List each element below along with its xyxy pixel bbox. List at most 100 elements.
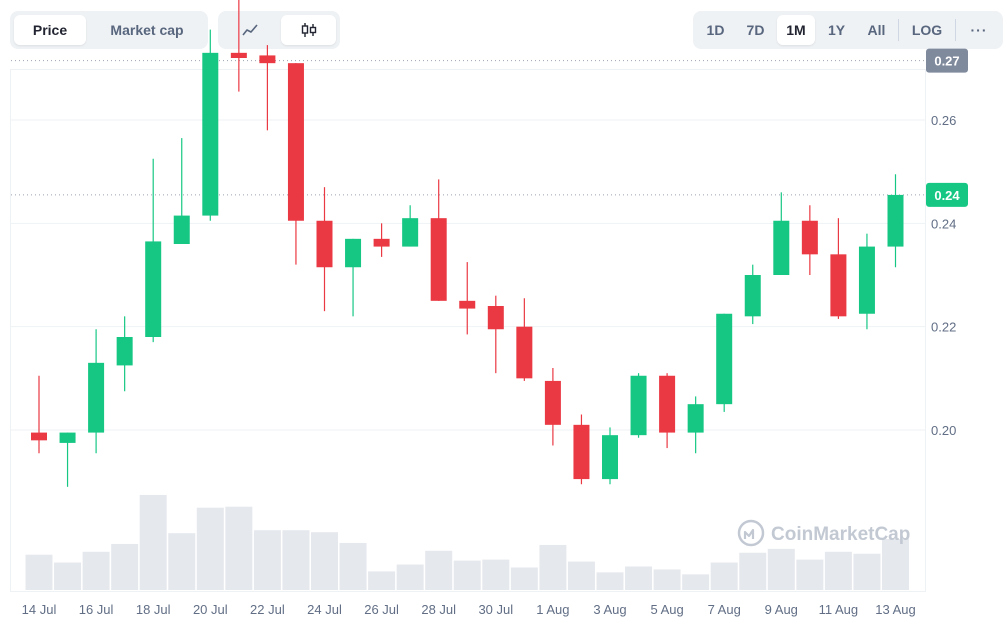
- volume-bar: [510, 567, 538, 590]
- candle: [345, 238, 362, 317]
- candle-body: [659, 375, 676, 433]
- candle: [173, 138, 190, 244]
- coinmarketcap-watermark: CoinMarketCap: [737, 519, 910, 547]
- x-tick-label: 11 Aug: [819, 602, 859, 617]
- candle-body: [573, 424, 590, 480]
- candle: [858, 233, 875, 330]
- candle-body: [773, 220, 790, 275]
- candle: [145, 158, 162, 343]
- candle: [801, 205, 818, 275]
- candle: [602, 427, 618, 485]
- candlestick-icon: [301, 23, 316, 37]
- volume-bar: [853, 553, 881, 590]
- candle: [887, 174, 904, 268]
- candle: [773, 192, 790, 275]
- candle: [230, 0, 247, 92]
- x-tick-label: 9 Aug: [765, 602, 798, 617]
- candle-body: [487, 306, 504, 330]
- candle: [88, 329, 105, 454]
- candle-body: [173, 215, 190, 244]
- volume-bar: [682, 574, 710, 590]
- candle-body: [230, 52, 247, 58]
- high-price-badge: 0.27: [926, 48, 968, 73]
- candle: [316, 187, 333, 312]
- volume-bar: [168, 533, 196, 590]
- volume-bar: [54, 562, 82, 590]
- candle-body: [430, 218, 447, 301]
- candle: [202, 29, 219, 221]
- candle: [659, 373, 676, 449]
- candle-body: [602, 435, 618, 480]
- candle: [373, 223, 390, 257]
- price-badge-label: 0.27: [934, 54, 959, 69]
- range-all-button[interactable]: All: [867, 22, 886, 38]
- candle-body: [630, 375, 647, 436]
- x-tick-label: 7 Aug: [708, 602, 741, 617]
- candle: [573, 414, 590, 485]
- range-1y-button[interactable]: 1Y: [827, 22, 846, 38]
- x-tick-label: 20 Jul: [193, 602, 228, 617]
- y-tick-label: 0.24: [931, 216, 956, 231]
- volume-bar: [767, 548, 795, 590]
- candle: [31, 375, 47, 454]
- range-selector: 1D 7D 1M 1Y All LOG ···: [693, 11, 1003, 49]
- volume-bar: [196, 507, 224, 590]
- log-scale-button[interactable]: LOG: [911, 22, 943, 38]
- price-badge-label: 0.24: [934, 188, 960, 203]
- candlestick-button[interactable]: [281, 15, 336, 45]
- more-options-button[interactable]: ···: [970, 22, 988, 38]
- x-tick-label: 24 Jul: [307, 602, 342, 617]
- y-tick-label: 0.20: [931, 423, 956, 438]
- candle: [259, 45, 276, 131]
- candle-body: [887, 194, 904, 247]
- candle-body: [373, 238, 390, 247]
- tab-market-cap[interactable]: Market cap: [110, 22, 184, 38]
- current-price-badge: 0.24: [926, 182, 968, 207]
- volume-bar: [311, 532, 338, 590]
- x-tick-label: 13 Aug: [875, 602, 916, 617]
- candle: [59, 432, 76, 487]
- x-tick-label: 1 Aug: [536, 602, 569, 617]
- x-tick-label: 18 Jul: [136, 602, 171, 617]
- volume-bar: [25, 554, 53, 590]
- candle-body: [145, 241, 162, 337]
- range-7d-button[interactable]: 7D: [746, 22, 765, 38]
- line-chart-button[interactable]: [222, 15, 277, 45]
- candle-body: [459, 300, 476, 309]
- volume-bar: [253, 530, 281, 590]
- candle: [402, 205, 419, 247]
- candle-body: [402, 218, 419, 247]
- candle-body: [744, 275, 761, 317]
- watermark-text: CoinMarketCap: [771, 524, 910, 545]
- volume-bar: [596, 572, 624, 590]
- range-1d-button[interactable]: 1D: [706, 22, 725, 38]
- candle-body: [202, 52, 219, 216]
- candle: [287, 63, 304, 265]
- candle-body: [858, 246, 875, 314]
- plot-frame: [10, 69, 926, 592]
- volume-bar: [882, 539, 909, 590]
- volume-bar: [396, 564, 424, 590]
- volume-bar: [339, 542, 367, 590]
- candle-body: [88, 362, 105, 433]
- range-1m-button[interactable]: 1M: [777, 15, 815, 45]
- volume-bar: [111, 543, 139, 590]
- candle: [487, 295, 504, 374]
- volume-bar: [567, 561, 595, 590]
- x-tick-label: 16 Jul: [79, 602, 114, 617]
- candle-body: [716, 313, 733, 405]
- candle-body: [31, 432, 47, 441]
- x-tick-label: 26 Jul: [364, 602, 399, 617]
- candle-body: [287, 63, 304, 221]
- toolbar-divider: [955, 19, 956, 41]
- volume-bar: [282, 530, 310, 590]
- tab-price[interactable]: Price: [14, 15, 86, 45]
- volume-bar: [482, 559, 510, 590]
- candle: [830, 218, 847, 319]
- candle: [430, 179, 447, 301]
- candle: [516, 298, 533, 381]
- volume-bar: [625, 566, 653, 590]
- price-badge-bg: [926, 48, 968, 73]
- candle-body: [59, 432, 76, 443]
